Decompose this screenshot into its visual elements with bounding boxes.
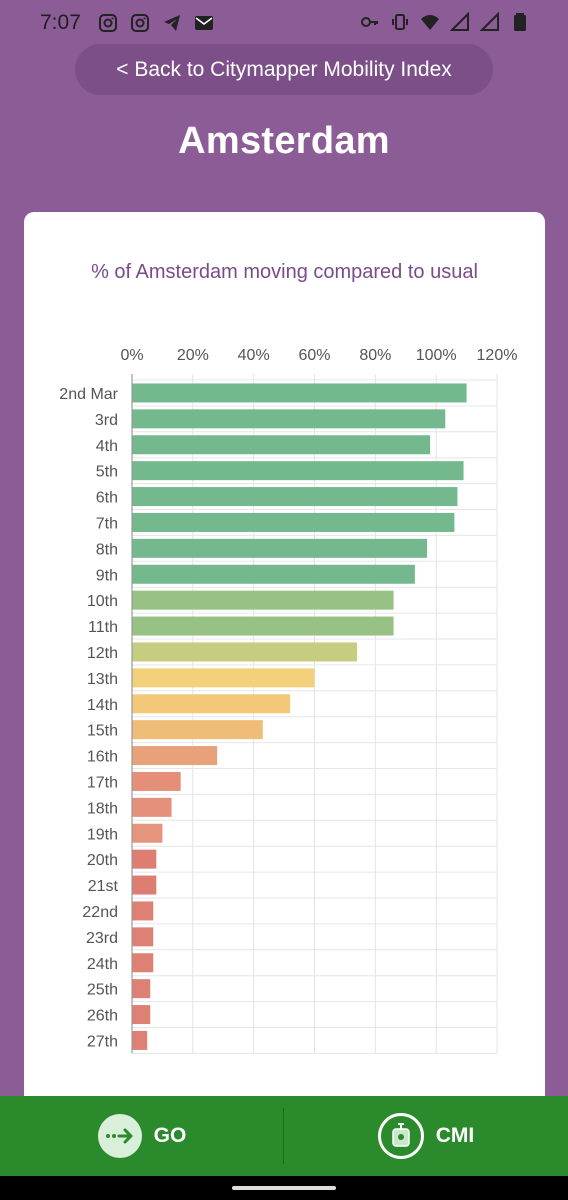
x-tick-label: 100% (416, 347, 457, 364)
bar (132, 616, 394, 636)
bar (132, 901, 154, 921)
y-category-label: 11th (88, 619, 118, 636)
signal-icon (450, 12, 469, 31)
y-category-label: 19th (87, 826, 118, 843)
y-category-label: 17th (87, 774, 118, 791)
signal-icon (480, 12, 499, 31)
bar (132, 771, 181, 791)
y-category-label: 13th (87, 671, 118, 688)
y-category-label: 3rd (95, 412, 118, 429)
y-category-label: 6th (96, 490, 118, 507)
gesture-bar (0, 1176, 568, 1200)
x-tick-label: 120% (477, 347, 518, 364)
y-category-label: 16th (87, 749, 118, 766)
bar (132, 1030, 148, 1050)
page-title: Amsterdam (178, 120, 390, 162)
bar (132, 720, 263, 740)
chart-card: % of Amsterdam moving compared to usual … (24, 212, 545, 1112)
go-tab[interactable]: GO (0, 1096, 284, 1176)
nav-divider (283, 1108, 284, 1164)
cmi-tab[interactable]: CMI (284, 1096, 568, 1176)
y-category-label: 20th (87, 852, 118, 869)
y-category-label: 24th (87, 956, 118, 973)
y-category-label: 2nd Mar (59, 386, 118, 403)
bar (132, 1005, 151, 1025)
vibrate-icon (392, 14, 408, 30)
cmi-label: CMI (435, 1124, 475, 1147)
bar (132, 668, 315, 688)
cmi-icon (377, 1113, 424, 1159)
system-icons (360, 12, 530, 32)
bar (132, 590, 394, 610)
bar (132, 487, 458, 507)
bar (132, 875, 157, 895)
y-category-label: 23rd (86, 930, 118, 947)
y-category-label: 12th (87, 645, 118, 662)
y-category-label: 25th (87, 982, 118, 999)
wifi-icon (421, 15, 439, 30)
bar (132, 953, 154, 973)
status-bar: 7:07 (0, 0, 568, 46)
y-category-label: 8th (96, 541, 118, 558)
x-tick-label: 60% (298, 347, 330, 364)
y-category-label: 9th (96, 567, 118, 584)
y-category-label: 22nd (82, 904, 118, 921)
telegram-icon (164, 15, 180, 31)
bar (132, 538, 428, 558)
y-category-label: 7th (96, 515, 118, 532)
bottom-nav: GO CMI (0, 1096, 568, 1176)
bar (132, 642, 358, 662)
bar (132, 383, 467, 403)
x-tick-label: 0% (120, 347, 143, 364)
y-category-label: 21st (88, 878, 119, 895)
chart-title: % of Amsterdam moving compared to usual (91, 261, 478, 283)
y-category-label: 18th (87, 800, 118, 817)
bar (132, 746, 218, 766)
y-category-label: 27th (87, 1033, 118, 1050)
bar (132, 512, 455, 532)
go-label: GO (153, 1124, 187, 1147)
status-time: 7:07 (40, 11, 81, 34)
notification-icons (98, 13, 214, 33)
instagram-icon (99, 14, 117, 32)
instagram-icon (131, 14, 149, 32)
bar (132, 797, 172, 817)
y-category-label: 5th (96, 464, 118, 481)
x-tick-label: 80% (359, 347, 391, 364)
key-icon (361, 17, 378, 27)
bar (132, 979, 151, 999)
bar (132, 435, 431, 455)
bar (132, 564, 415, 584)
bar-chart: 0% 20% 40% 60% 80% 100% 120% 2nd Mar 3rd 4th 5th 6t… (59, 347, 518, 1054)
battery-icon (514, 13, 526, 31)
y-category-label: 26th (87, 1008, 118, 1025)
go-icon (97, 1114, 142, 1158)
bar (132, 849, 157, 869)
bar (132, 694, 291, 714)
bar (132, 823, 163, 843)
x-tick-label: 40% (238, 347, 270, 364)
y-category-label: 10th (87, 593, 118, 610)
x-tick-label: 20% (177, 347, 209, 364)
y-category-label: 15th (87, 723, 118, 740)
back-to-index-button[interactable]: < Back to Citymapper Mobility Index (75, 44, 493, 95)
home-gesture-handle[interactable] (232, 1186, 336, 1190)
y-category-label: 4th (96, 438, 118, 455)
bar (132, 409, 446, 429)
mail-icon (195, 16, 213, 30)
bar (132, 461, 464, 481)
y-category-label: 14th (87, 697, 118, 714)
bar (132, 927, 154, 947)
